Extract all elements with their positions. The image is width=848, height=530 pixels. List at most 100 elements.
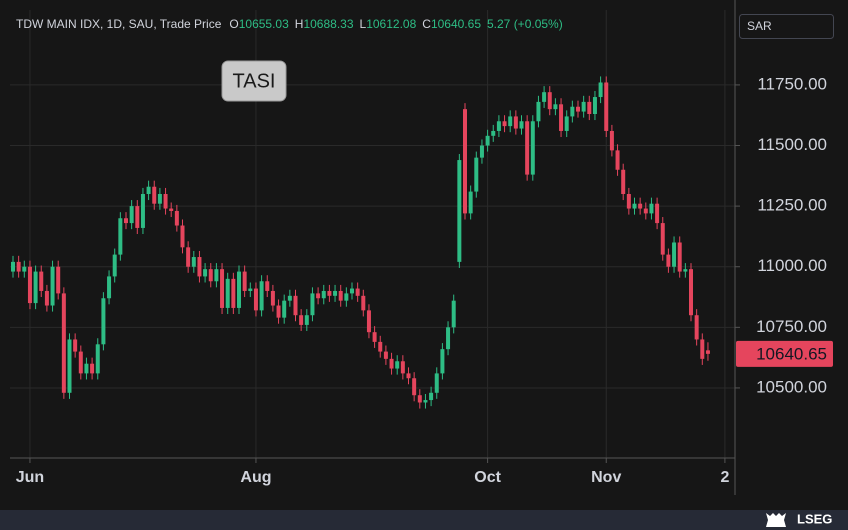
x-tick-label: Aug: [240, 469, 271, 486]
candle-body: [237, 271, 241, 308]
candle-body: [530, 121, 535, 175]
candle-body: [316, 293, 321, 299]
y-tick-label: 10500.00: [756, 377, 827, 396]
candle-body: [304, 315, 309, 325]
candle-body: [169, 208, 174, 211]
candle-body: [276, 305, 281, 318]
candle-body: [423, 400, 428, 403]
candle-body: [660, 223, 665, 255]
candle-body: [242, 271, 247, 291]
candle-body: [705, 350, 710, 354]
candle-body: [615, 150, 620, 170]
y-tick-label: 11250.00: [757, 196, 827, 215]
candle-body: [587, 101, 592, 114]
candle-body: [299, 315, 304, 325]
candle-body: [33, 271, 38, 304]
candle-body: [95, 344, 100, 374]
currency-box[interactable]: [739, 14, 834, 39]
candle-body: [361, 295, 366, 311]
candle-body: [310, 293, 315, 316]
candle-body: [140, 194, 145, 228]
candle-body: [152, 186, 157, 204]
candle-body: [429, 392, 434, 401]
candle-body: [395, 361, 400, 369]
candle-body: [513, 116, 518, 129]
candle-body: [344, 293, 349, 301]
candle-body: [225, 278, 230, 308]
candle-body: [16, 261, 21, 272]
candle-body: [163, 194, 168, 209]
candle-body: [672, 242, 677, 267]
candle-body: [440, 349, 445, 374]
candle-body: [576, 106, 580, 112]
candle-body: [604, 82, 609, 131]
x-tick-label: Oct: [474, 469, 501, 486]
candle-body: [282, 300, 287, 318]
candle-body: [609, 130, 614, 151]
candle-body: [389, 358, 394, 369]
y-tick-label: 11000.00: [757, 256, 827, 275]
candle-body: [677, 242, 682, 272]
candle-body: [56, 266, 61, 294]
candle-body: [44, 290, 49, 306]
candle-body: [502, 121, 507, 127]
candle-body: [338, 290, 343, 301]
candle-body: [90, 363, 95, 374]
candle-body: [84, 363, 89, 374]
footer-bar: [0, 510, 848, 530]
candle-body: [632, 203, 637, 209]
candle-body: [592, 97, 597, 114]
x-tick-label: 2: [720, 469, 729, 486]
candle-body: [559, 104, 564, 131]
candle-body: [474, 157, 479, 192]
candle-body: [553, 104, 558, 110]
chart-header: TDW MAIN IDX, 1D, SAU, Trade Price O10655…: [16, 17, 563, 31]
candle-body: [626, 194, 631, 209]
logo-icon: [766, 513, 786, 527]
candle-body: [118, 218, 123, 255]
candle-body: [434, 373, 439, 393]
candle-body: [519, 121, 524, 129]
candles: [11, 76, 710, 409]
candle-body: [180, 225, 185, 248]
candle-body: [73, 339, 78, 352]
candle-body: [666, 254, 671, 267]
candle-body: [468, 191, 473, 214]
y-tick-label: 11500.00: [757, 135, 827, 154]
candle-body: [333, 290, 338, 296]
candle-body: [107, 276, 112, 299]
candle-body: [287, 295, 292, 301]
candle-body: [378, 341, 383, 352]
candle-body: [220, 269, 225, 308]
candle-body: [61, 293, 66, 393]
candle-body: [581, 101, 586, 112]
x-tick-label: Jun: [16, 469, 44, 486]
candle-body: [366, 310, 371, 333]
header-key: O: [229, 17, 238, 31]
currency[interactable]: SAR: [747, 19, 772, 33]
candle-body: [446, 327, 451, 350]
candle-body: [78, 351, 83, 374]
candle-body: [270, 290, 275, 306]
header-value: 10640.65: [431, 17, 481, 31]
candle-body: [621, 169, 626, 194]
candle-body: [146, 186, 151, 194]
candle-body: [39, 271, 44, 291]
candle-body: [564, 116, 569, 131]
candle-body: [11, 261, 15, 272]
footer-brand: LSEG: [797, 511, 832, 526]
candle-body: [22, 266, 27, 272]
candle-body: [643, 208, 648, 214]
candle-body: [174, 210, 179, 226]
candle-body: [214, 269, 219, 282]
candle-body: [649, 203, 654, 214]
candle-body: [293, 295, 298, 316]
last-price-label: 10640.65: [756, 344, 827, 363]
candle-body: [547, 92, 552, 110]
header-value: 10688.33: [303, 17, 353, 31]
candle-body: [27, 266, 32, 304]
candle-body: [451, 300, 456, 328]
candle-body: [50, 266, 55, 306]
